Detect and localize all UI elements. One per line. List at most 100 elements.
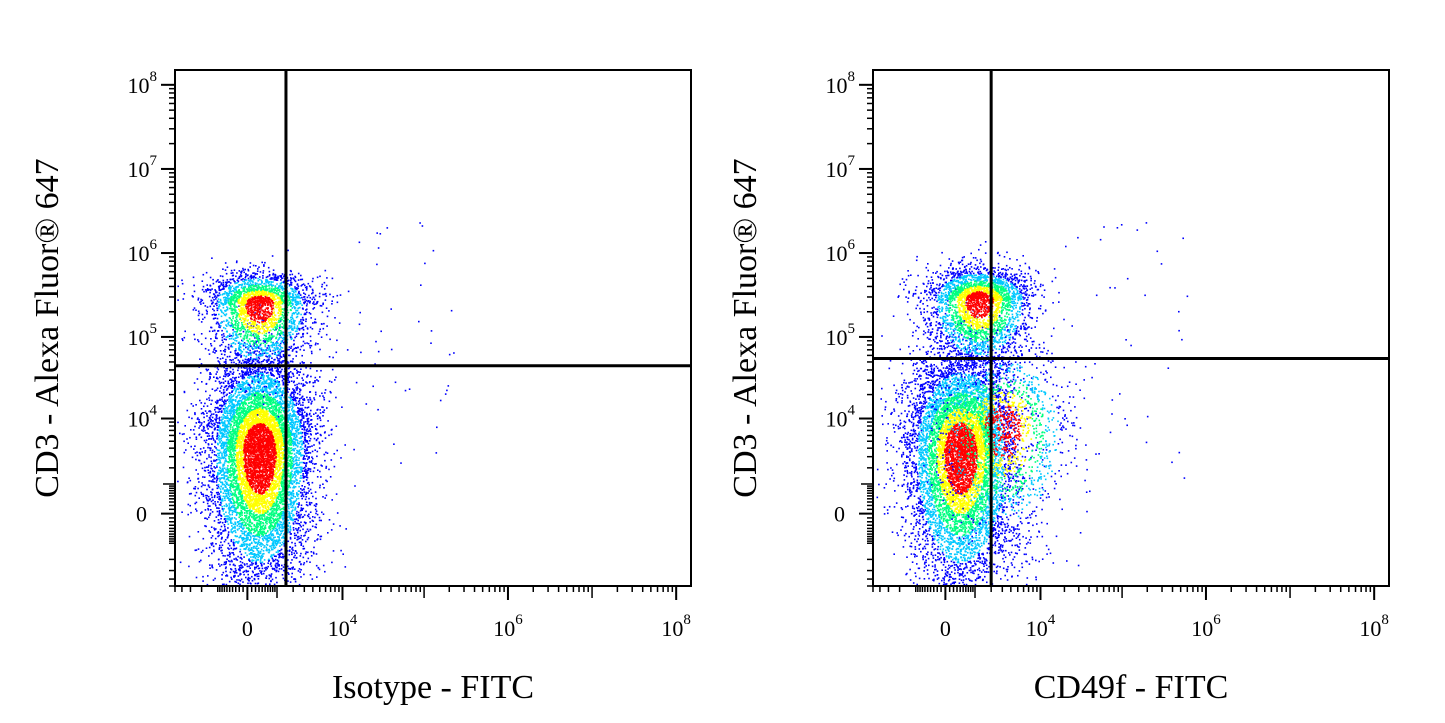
- event-dot: [273, 375, 275, 377]
- event-dot: [261, 553, 264, 555]
- event-dot: [313, 398, 316, 401]
- event-dot: [223, 361, 226, 363]
- event-dot: [269, 563, 272, 566]
- event-dot: [280, 532, 282, 535]
- event-dot: [215, 504, 217, 507]
- event-dot: [243, 556, 245, 558]
- event-dot: [223, 490, 226, 492]
- event-dot: [275, 458, 277, 461]
- event-dot: [254, 582, 257, 585]
- event-dot: [249, 458, 251, 460]
- event-dot: [272, 541, 274, 543]
- event-dot: [238, 516, 240, 519]
- event-dot: [226, 369, 228, 372]
- event-dot: [256, 528, 258, 531]
- event-dot: [325, 494, 328, 497]
- event-dot: [192, 429, 195, 431]
- event-dot: [177, 480, 179, 483]
- event-dot: [210, 480, 212, 482]
- event-dot: [318, 516, 321, 519]
- event-dot: [306, 396, 308, 399]
- event-dot: [315, 503, 318, 506]
- event-dot: [271, 452, 273, 455]
- event-dot: [206, 518, 209, 520]
- event-dot: [258, 378, 261, 380]
- event-dot: [213, 550, 215, 553]
- event-dot: [276, 409, 279, 411]
- event-dot: [282, 438, 285, 440]
- event-dot: [299, 362, 302, 365]
- event-dot: [221, 552, 223, 554]
- event-dot: [293, 393, 295, 396]
- event-dot: [276, 528, 279, 531]
- event-dot: [195, 422, 198, 424]
- event-dot: [275, 415, 278, 418]
- event-dot: [270, 562, 272, 564]
- event-dot: [260, 543, 262, 545]
- event-dot: [200, 551, 203, 553]
- event-dot: [222, 492, 225, 494]
- event-dot: [231, 485, 233, 487]
- event-dot: [300, 471, 302, 473]
- event-dot: [312, 470, 315, 473]
- event-dot: [254, 389, 256, 392]
- event-dot: [294, 537, 296, 539]
- event-dot: [267, 540, 269, 543]
- event-dot: [301, 497, 303, 500]
- event-dot: [215, 528, 217, 530]
- event-dot: [300, 544, 302, 546]
- event-dot: [302, 556, 305, 559]
- event-dot: [254, 514, 256, 517]
- event-dot: [327, 420, 329, 422]
- event-dot: [245, 478, 247, 480]
- event-dot: [310, 492, 313, 494]
- event-dot: [287, 528, 290, 530]
- event-dot: [282, 475, 285, 478]
- event-dot: [321, 425, 324, 428]
- event-dot: [215, 447, 217, 449]
- event-dot: [266, 476, 268, 478]
- event-dot: [288, 446, 290, 449]
- event-dot: [206, 412, 208, 414]
- event-dot: [206, 457, 208, 460]
- event-dot: [240, 510, 243, 512]
- event-dot: [340, 549, 342, 552]
- event-dot: [191, 456, 194, 459]
- event-dot: [228, 495, 231, 498]
- event-dot: [314, 376, 317, 379]
- event-dot: [278, 554, 281, 557]
- event-dot: [188, 493, 191, 495]
- event-dot: [292, 523, 295, 525]
- event-dot: [264, 457, 267, 460]
- event-dot: [283, 479, 285, 482]
- event-dot: [226, 520, 229, 523]
- event-dot: [261, 565, 263, 567]
- event-dot: [303, 411, 306, 413]
- event-dot: [213, 529, 216, 531]
- event-dot: [229, 513, 231, 516]
- event-dot: [229, 370, 231, 373]
- event-dot: [289, 518, 292, 521]
- event-dot: [218, 507, 220, 510]
- event-dot: [218, 563, 220, 565]
- event-dot: [224, 563, 227, 565]
- event-dot: [281, 379, 284, 382]
- event-dot: [261, 463, 263, 466]
- event-dot: [266, 544, 269, 546]
- event-dot: [225, 402, 227, 405]
- event-dot: [218, 546, 221, 549]
- event-dot: [242, 436, 245, 438]
- event-dot: [294, 554, 296, 557]
- event-dot: [222, 404, 224, 407]
- event-dot: [296, 479, 298, 481]
- event-dot: [282, 360, 284, 362]
- event-dot: [278, 373, 281, 376]
- event-dot: [257, 507, 260, 510]
- event-dot: [201, 422, 203, 424]
- event-dot: [282, 499, 285, 501]
- event-dot: [300, 537, 302, 539]
- event-dot: [226, 412, 229, 415]
- event-dot: [274, 435, 277, 437]
- event-dot: [319, 486, 321, 489]
- event-dot: [245, 459, 248, 462]
